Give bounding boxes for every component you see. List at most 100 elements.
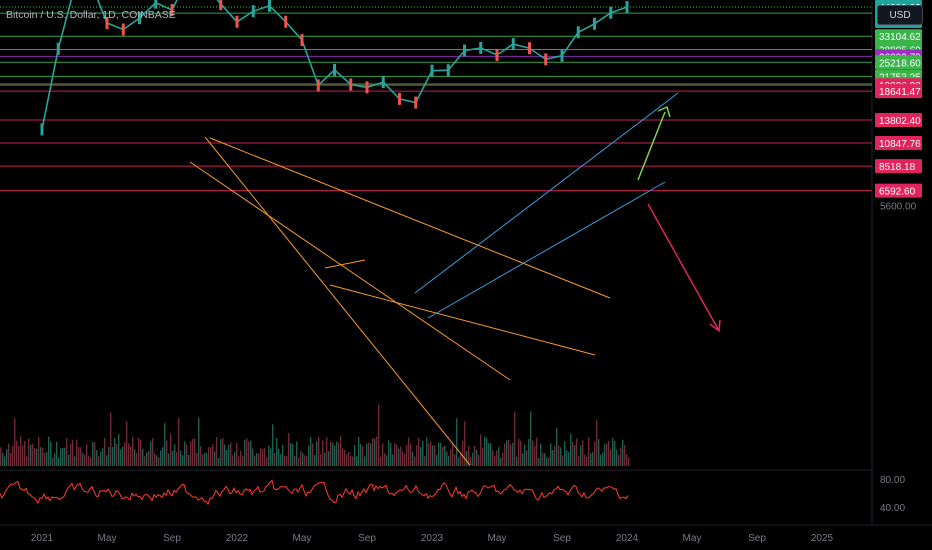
volume-bar <box>188 454 190 466</box>
volume-bar <box>216 436 218 466</box>
volume-bar <box>16 440 18 466</box>
volume-bar <box>610 449 612 466</box>
x-tick-label: 2021 <box>31 533 54 544</box>
volume-bar <box>156 455 158 466</box>
candle <box>219 0 223 11</box>
volume-bar <box>374 438 376 466</box>
volume-bar <box>224 444 226 466</box>
volume-bar <box>378 404 380 466</box>
volume-bar <box>594 441 596 466</box>
price-badge <box>875 84 922 99</box>
volume-bar <box>104 438 106 466</box>
volume-bar <box>294 455 296 466</box>
volume-bar <box>130 446 132 466</box>
candle <box>479 41 483 54</box>
volume-bar <box>94 442 96 466</box>
volume-bar <box>194 438 196 466</box>
volume-bar <box>36 448 38 466</box>
volume-bar <box>358 437 360 466</box>
candle <box>138 12 141 25</box>
volume-bar <box>320 454 322 466</box>
candle <box>576 26 580 39</box>
volume-bar <box>304 455 306 466</box>
volume-bar <box>408 437 410 466</box>
volume-bar <box>246 438 248 466</box>
volume-bar <box>70 443 72 466</box>
trend-line <box>209 137 611 299</box>
volume-bar <box>164 423 166 466</box>
volume-bar <box>6 448 8 466</box>
volume-bar <box>432 445 434 466</box>
volume-bar <box>220 439 222 466</box>
volume-bar <box>204 452 206 466</box>
channel-upper-line <box>414 92 679 294</box>
volume-bar <box>264 448 266 466</box>
price-badge <box>875 159 922 174</box>
volume-bar <box>608 440 610 466</box>
volume-bar <box>278 448 280 466</box>
volume-bar <box>390 443 392 466</box>
volume-bar <box>282 445 284 466</box>
volume-bar <box>508 439 510 466</box>
volume-bar <box>184 441 186 466</box>
volume-bar <box>406 444 408 466</box>
candle <box>609 6 613 19</box>
channel-lower-line <box>427 181 666 319</box>
volume-bar <box>58 457 60 466</box>
volume-bar <box>456 418 458 466</box>
volume-bar <box>528 438 530 466</box>
candle <box>170 4 174 17</box>
volume-bar <box>410 443 412 466</box>
volume-bar <box>76 439 78 466</box>
volume-bar <box>276 438 278 466</box>
volume-bar <box>500 457 502 466</box>
volume-bar <box>312 443 314 466</box>
volume-bar <box>290 443 292 466</box>
volume-bar <box>604 444 606 466</box>
volume-bar <box>54 453 56 466</box>
volume-bar <box>182 455 184 466</box>
x-tick-label: Sep <box>553 533 571 544</box>
volume-bar <box>86 444 88 466</box>
volume-bar <box>114 437 116 466</box>
volume-bar <box>4 456 6 466</box>
x-tick-label: 2025 <box>811 533 834 544</box>
volume-bar <box>548 457 550 466</box>
candle <box>154 0 158 9</box>
volume-bar <box>488 443 490 466</box>
volume-bar <box>436 454 438 466</box>
volume-bar <box>266 457 268 466</box>
volume-bar <box>612 438 614 466</box>
volume-bar <box>46 452 48 466</box>
currency-button[interactable]: USD <box>877 5 923 25</box>
volume-bar <box>186 444 188 466</box>
volume-bar <box>440 442 442 466</box>
x-tick-label: May <box>293 533 312 544</box>
volume-bar <box>418 437 420 466</box>
candle <box>251 5 255 18</box>
volume-bar <box>154 453 156 466</box>
volume-bar <box>150 441 152 466</box>
volume-bar <box>380 456 382 466</box>
volume-bar <box>484 436 486 466</box>
volume-bar <box>538 457 540 466</box>
volume-bar <box>56 441 58 466</box>
x-tick-label: Sep <box>748 533 766 544</box>
volume-bar <box>360 444 362 466</box>
volume-bar <box>464 421 466 466</box>
volume-bar <box>42 448 44 466</box>
x-tick-label: Sep <box>163 533 181 544</box>
volume-bar <box>450 449 452 466</box>
volume-bar <box>238 456 240 466</box>
volume-bar <box>326 437 328 466</box>
volume-bar <box>470 456 472 466</box>
x-tick-label: 2024 <box>616 533 639 544</box>
candle <box>544 53 548 66</box>
volume-bar <box>98 456 100 466</box>
volume-bar <box>2 452 4 466</box>
price-badge <box>875 183 922 198</box>
volume-bar <box>166 440 168 466</box>
volume-bar <box>314 455 316 466</box>
volume-bar <box>330 441 332 466</box>
